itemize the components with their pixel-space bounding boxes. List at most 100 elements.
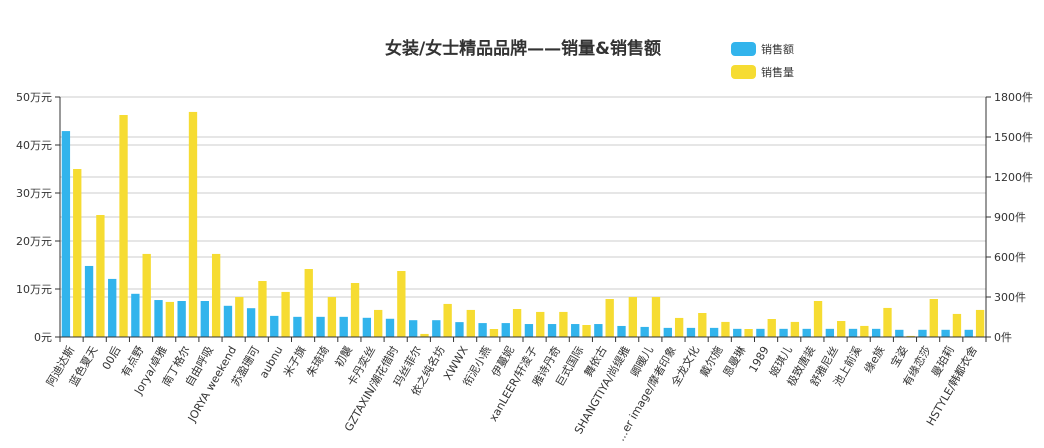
bar-sales-amount[interactable] bbox=[895, 329, 904, 337]
bar-sales-volume[interactable] bbox=[119, 115, 128, 337]
bar-sales-volume[interactable] bbox=[96, 215, 105, 337]
bar-sales-amount[interactable] bbox=[709, 327, 719, 337]
bar-sales-volume[interactable] bbox=[350, 283, 360, 337]
bar-sales-amount[interactable] bbox=[617, 325, 626, 337]
bar-sales-amount[interactable] bbox=[270, 315, 279, 337]
bar-sales-amount[interactable] bbox=[478, 323, 487, 337]
bar-sales-amount[interactable] bbox=[779, 328, 788, 337]
bar-sales-volume[interactable] bbox=[258, 281, 267, 337]
x-category-label: 宝姿 bbox=[887, 344, 910, 370]
bar-sales-volume[interactable] bbox=[698, 313, 707, 337]
bar-sales-volume[interactable] bbox=[466, 309, 475, 337]
y-right-tick-label: 1200件 bbox=[994, 171, 1033, 184]
legend-label-sales-amount: 销售额 bbox=[761, 42, 794, 56]
bar-sales-amount[interactable] bbox=[432, 320, 441, 337]
bar-sales-volume[interactable] bbox=[582, 325, 591, 337]
bar-sales-volume[interactable] bbox=[767, 319, 776, 337]
bar-sales-amount[interactable] bbox=[848, 328, 858, 337]
bar-sales-amount[interactable] bbox=[964, 329, 973, 337]
chart-title: 女装/女士精品品牌——销量&销售额 bbox=[385, 38, 661, 59]
bar-sales-amount[interactable] bbox=[455, 322, 464, 337]
bar-sales-amount[interactable] bbox=[501, 323, 510, 337]
bar-sales-amount[interactable] bbox=[547, 324, 557, 337]
bar-sales-amount[interactable] bbox=[941, 329, 950, 337]
bar-sales-amount[interactable] bbox=[663, 327, 672, 337]
bar-sales-amount[interactable] bbox=[918, 329, 927, 337]
bar-sales-volume[interactable] bbox=[420, 333, 429, 337]
bar-sales-amount[interactable] bbox=[223, 305, 233, 337]
bar-sales-volume[interactable] bbox=[952, 313, 962, 337]
bar-sales-volume[interactable] bbox=[536, 311, 545, 337]
bar-sales-amount[interactable] bbox=[594, 324, 603, 337]
y-right-tick-label: 600件 bbox=[994, 251, 1026, 264]
bar-sales-amount[interactable] bbox=[802, 328, 811, 337]
bar-sales-volume[interactable] bbox=[906, 335, 915, 337]
bar-sales-amount[interactable] bbox=[316, 316, 325, 337]
bar-sales-amount[interactable] bbox=[154, 300, 163, 337]
bar-sales-amount[interactable] bbox=[293, 316, 302, 337]
bar-sales-amount[interactable] bbox=[385, 318, 395, 337]
bar-sales-amount[interactable] bbox=[756, 328, 765, 337]
legend-item-sales-amount[interactable]: 销售额 bbox=[731, 42, 794, 56]
bar-sales-amount[interactable] bbox=[200, 301, 209, 337]
bar-sales-amount[interactable] bbox=[524, 324, 534, 337]
bar-sales-volume[interactable] bbox=[235, 297, 244, 337]
bar-sales-volume[interactable] bbox=[628, 297, 638, 337]
bar-sales-amount[interactable] bbox=[362, 317, 372, 337]
y-axis-right: 0件 300件 600件 900件 1200件 1500件 1800件 bbox=[986, 91, 1033, 344]
bar-sales-volume[interactable] bbox=[489, 329, 499, 337]
bar-sales-volume[interactable] bbox=[883, 307, 892, 337]
bar-sales-volume[interactable] bbox=[837, 321, 846, 337]
bar-sales-volume[interactable] bbox=[860, 325, 869, 337]
bar-sales-volume[interactable] bbox=[304, 269, 313, 337]
bar-sales-volume[interactable] bbox=[73, 169, 82, 337]
bar-sales-amount[interactable] bbox=[871, 328, 881, 337]
bar-sales-volume[interactable] bbox=[211, 253, 221, 337]
bar-sales-volume[interactable] bbox=[813, 301, 823, 337]
bar-sales-volume[interactable] bbox=[512, 309, 522, 337]
y-right-tick-label: 1800件 bbox=[994, 91, 1033, 104]
y-left-tick-label: 10万元 bbox=[16, 283, 52, 296]
bar-sales-volume[interactable] bbox=[281, 291, 290, 337]
bar-sales-volume[interactable] bbox=[790, 321, 800, 337]
bar-sales-amount[interactable] bbox=[131, 293, 140, 337]
bar-sales-volume[interactable] bbox=[605, 299, 614, 337]
bar-sales-volume[interactable] bbox=[188, 111, 198, 337]
bar-sales-volume[interactable] bbox=[674, 317, 684, 337]
legend-item-sales-volume[interactable]: 销售量 bbox=[731, 65, 794, 79]
legend[interactable]: 销售额 销售量 bbox=[731, 42, 794, 79]
bar-sales-volume[interactable] bbox=[929, 299, 938, 337]
bar-sales-volume[interactable] bbox=[443, 303, 452, 337]
bar-sales-volume[interactable] bbox=[374, 309, 383, 337]
bar-sales-volume[interactable] bbox=[397, 271, 406, 337]
bar-sales-amount[interactable] bbox=[177, 301, 186, 337]
bar-sales-amount[interactable] bbox=[61, 131, 71, 337]
bar-sales-amount[interactable] bbox=[408, 320, 418, 337]
bar-sales-volume[interactable] bbox=[327, 297, 337, 337]
x-category-label: aubnu bbox=[257, 344, 286, 380]
bar-sales-amount[interactable] bbox=[733, 328, 742, 337]
bar-sales-volume[interactable] bbox=[559, 311, 568, 337]
bar-sales-amount[interactable] bbox=[108, 278, 117, 337]
bar-sales-amount[interactable] bbox=[686, 327, 696, 337]
bar-sales-amount[interactable] bbox=[640, 326, 649, 337]
y-left-tick-label: 40万元 bbox=[16, 139, 52, 152]
bar-sales-volume[interactable] bbox=[651, 297, 661, 337]
bar-sales-volume[interactable] bbox=[165, 301, 175, 337]
x-category-label: 朱琦琦 bbox=[304, 344, 332, 379]
y-right-tick-label: 0件 bbox=[994, 331, 1012, 344]
y-left-tick-label: 20万元 bbox=[16, 235, 52, 248]
y-right-tick-label: 900件 bbox=[994, 211, 1026, 224]
bar-sales-volume[interactable] bbox=[721, 321, 730, 337]
bar-sales-amount[interactable] bbox=[84, 265, 94, 337]
bar-sales-amount[interactable] bbox=[246, 308, 256, 337]
gridlines bbox=[60, 96, 986, 298]
bar-sales-volume[interactable] bbox=[975, 309, 985, 337]
bar-sales-volume[interactable] bbox=[744, 329, 753, 337]
bar-sales-volume[interactable] bbox=[142, 253, 151, 337]
bar-sales-amount[interactable] bbox=[339, 316, 348, 337]
bar-sales-amount[interactable] bbox=[571, 324, 580, 337]
legend-label-sales-volume: 销售量 bbox=[761, 65, 794, 79]
y-left-tick-label: 0元 bbox=[34, 331, 52, 344]
bar-sales-amount[interactable] bbox=[825, 328, 835, 337]
